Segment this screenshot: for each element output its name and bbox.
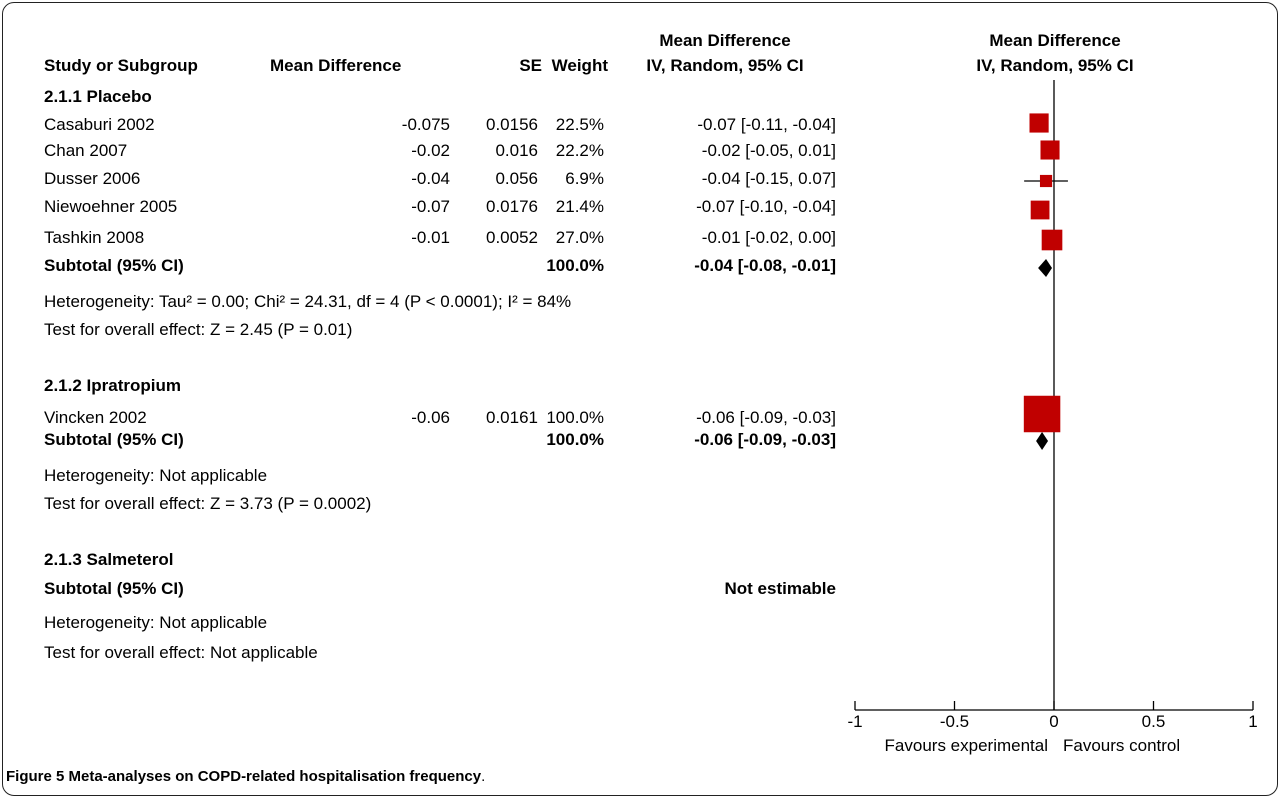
study-weight-box <box>1039 174 1053 188</box>
study-name: Niewoehner 2005 <box>44 197 178 216</box>
header-plot-top: Mean Difference <box>989 31 1121 50</box>
study-weight-box <box>1030 200 1050 220</box>
overall-effect-text: Test for overall effect: Not applicable <box>44 643 318 662</box>
x-axis-tick-label: 0.5 <box>1142 712 1166 731</box>
study-ci: -0.04 [-0.15, 0.07] <box>701 169 836 188</box>
subtotal-diamond <box>1038 259 1053 277</box>
study-weight: 22.2% <box>555 141 604 160</box>
study-weight-box <box>1023 395 1061 433</box>
study-ci: -0.01 [-0.02, 0.00] <box>701 228 836 247</box>
study-weight-box <box>1040 140 1060 160</box>
study-name: Dusser 2006 <box>44 169 141 188</box>
study-se: 0.056 <box>495 169 538 188</box>
study-md: -0.02 <box>411 141 450 160</box>
subtotal-diamond <box>1036 432 1049 450</box>
study-se: 0.0176 <box>486 197 538 216</box>
x-axis-tick-label: -0.5 <box>940 712 969 731</box>
header-ci-bottom: IV, Random, 95% CI <box>646 56 804 75</box>
header-weight: Weight <box>551 56 608 75</box>
study-ci: -0.06 [-0.09, -0.03] <box>696 408 836 427</box>
subgroup-title: 2.1.3 Salmeterol <box>44 550 174 569</box>
study-ci: -0.07 [-0.10, -0.04] <box>696 197 836 216</box>
header-plot-bottom: IV, Random, 95% CI <box>976 56 1134 75</box>
overall-effect-text: Test for overall effect: Z = 3.73 (P = 0… <box>44 494 372 513</box>
study-md: -0.075 <box>401 115 450 134</box>
caption-tail: . <box>481 768 486 785</box>
x-axis-tick-label: -1 <box>847 712 862 731</box>
study-weight-box <box>1041 229 1063 251</box>
subtotal-ci: -0.04 [-0.08, -0.01] <box>694 256 836 275</box>
study-weight: 100.0% <box>546 408 604 427</box>
favours-control-label: Favours control <box>1063 736 1180 755</box>
study-se: 0.0156 <box>486 115 538 134</box>
subtotal-weight: 100.0% <box>546 256 604 275</box>
heterogeneity-text: Heterogeneity: Not applicable <box>44 466 268 485</box>
study-md: -0.07 <box>411 197 450 216</box>
x-axis-tick-label: 0 <box>1049 712 1058 731</box>
study-weight: 22.5% <box>555 115 604 134</box>
caption-lead: Figure 5 Meta-analyses on COPD-related h… <box>6 768 482 785</box>
study-md: -0.01 <box>411 228 450 247</box>
subtotal-label: Subtotal (95% CI) <box>44 579 184 598</box>
subgroup-title: 2.1.1 Placebo <box>44 87 152 106</box>
study-se: 0.0161 <box>486 408 538 427</box>
header-ci-top: Mean Difference <box>659 31 791 50</box>
subtotal-label: Subtotal (95% CI) <box>44 430 184 449</box>
x-axis-tick-label: 1 <box>1248 712 1257 731</box>
subtotal-ci: -0.06 [-0.09, -0.03] <box>694 430 836 449</box>
subtotal-label: Subtotal (95% CI) <box>44 256 184 275</box>
study-md: -0.04 <box>411 169 450 188</box>
study-name: Tashkin 2008 <box>44 228 145 247</box>
overall-effect-text: Test for overall effect: Z = 2.45 (P = 0… <box>44 320 353 339</box>
study-ci: -0.02 [-0.05, 0.01] <box>701 141 836 160</box>
study-weight: 21.4% <box>555 197 604 216</box>
subtotal-ci: Not estimable <box>724 579 836 598</box>
heterogeneity-text: Heterogeneity: Tau² = 0.00; Chi² = 24.31… <box>44 292 572 311</box>
study-name: Vincken 2002 <box>44 408 147 427</box>
study-weight: 6.9% <box>565 169 604 188</box>
subgroup-title: 2.1.2 Ipratropium <box>44 376 181 395</box>
study-name: Casaburi 2002 <box>44 115 155 134</box>
study-weight: 27.0% <box>555 228 604 247</box>
study-name: Chan 2007 <box>44 141 128 160</box>
header-se: SE <box>519 56 542 75</box>
study-ci: -0.07 [-0.11, -0.04] <box>697 115 836 134</box>
study-md: -0.06 <box>411 408 450 427</box>
study-se: 0.0052 <box>486 228 538 247</box>
study-weight-box <box>1029 113 1049 133</box>
heterogeneity-text: Heterogeneity: Not applicable <box>44 613 268 632</box>
header-mean-difference: Mean Difference <box>270 56 402 75</box>
favours-experimental-label: Favours experimental <box>885 736 1048 755</box>
subtotal-weight: 100.0% <box>546 430 604 449</box>
header-study: Study or Subgroup <box>44 56 198 75</box>
study-se: 0.016 <box>495 141 538 160</box>
figure-caption: Figure 5 Meta-analyses on COPD-related h… <box>6 768 485 785</box>
